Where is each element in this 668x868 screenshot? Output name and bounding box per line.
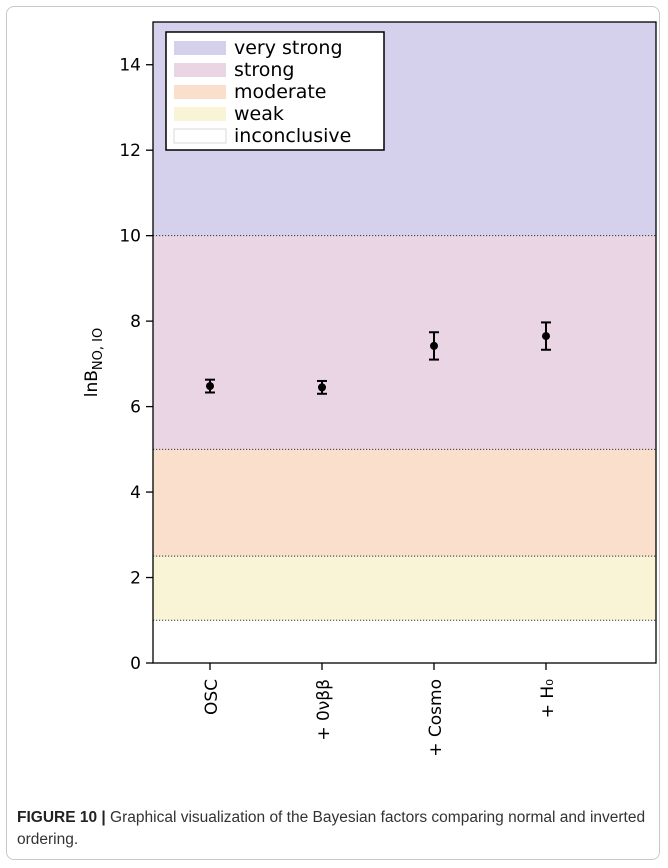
point-marker: [318, 383, 326, 392]
legend: very strongstrongmoderateweakinconclusiv…: [165, 31, 385, 151]
legend-swatch: [174, 41, 226, 55]
band-moderate: [153, 449, 656, 557]
y-tick-label: 0: [130, 654, 141, 674]
y-tick-label: 12: [119, 141, 141, 161]
figure-caption: FIGURE 10 | Graphical visualization of t…: [17, 807, 649, 851]
bayes-factor-chart: 0 2 4 6 8 10 12 14 OSC + 0νββ + Cosmo + H₀ very st…: [82, 21, 657, 757]
legend-swatch: [174, 107, 226, 121]
data-points: [205, 321, 551, 395]
data-point-2: [429, 331, 439, 361]
y-tick-label: 2: [130, 569, 141, 589]
legend-swatch: [174, 85, 226, 99]
legend-label: very strong: [234, 37, 343, 59]
y-axis-label: lnBNO, IO: [82, 328, 106, 397]
x-tick-label: + Cosmo: [426, 679, 446, 757]
x-axis: OSC + 0νββ + Cosmo + H₀: [202, 663, 558, 757]
legend-swatch: [174, 63, 226, 77]
y-axis: 0 2 4 6 8 10 12 14: [119, 56, 153, 674]
y-tick-label: 14: [119, 56, 141, 76]
band-inconclusive: [153, 620, 656, 663]
plot-border: [152, 21, 657, 664]
caption-label: FIGURE 10 |: [17, 809, 106, 826]
y-axis-label-subscript: NO, IO: [91, 328, 106, 370]
point-marker: [430, 341, 438, 350]
legend-label: moderate: [234, 81, 326, 103]
y-tick-label: 6: [130, 398, 141, 418]
y-tick-label: 4: [130, 483, 141, 503]
legend-label: weak: [234, 103, 284, 125]
legend-label: inconclusive: [234, 125, 351, 147]
y-tick-label: 8: [130, 312, 141, 332]
caption-text: Graphical visualization of the Bayesian …: [17, 809, 646, 848]
point-marker: [542, 332, 550, 341]
x-tick-label: + H₀: [538, 679, 558, 718]
legend-label: strong: [234, 59, 294, 81]
band-strong: [153, 235, 656, 450]
data-point-0: [205, 378, 215, 394]
y-tick-label: 10: [119, 227, 141, 247]
data-point-1: [317, 379, 327, 395]
data-point-3: [541, 321, 551, 351]
legend-swatch: [173, 128, 227, 144]
x-tick-label: OSC: [202, 679, 222, 715]
point-marker: [206, 382, 214, 391]
x-tick-label: + 0νββ: [314, 679, 334, 741]
band-weak: [153, 556, 656, 621]
y-axis-label-main: lnB: [82, 370, 102, 397]
